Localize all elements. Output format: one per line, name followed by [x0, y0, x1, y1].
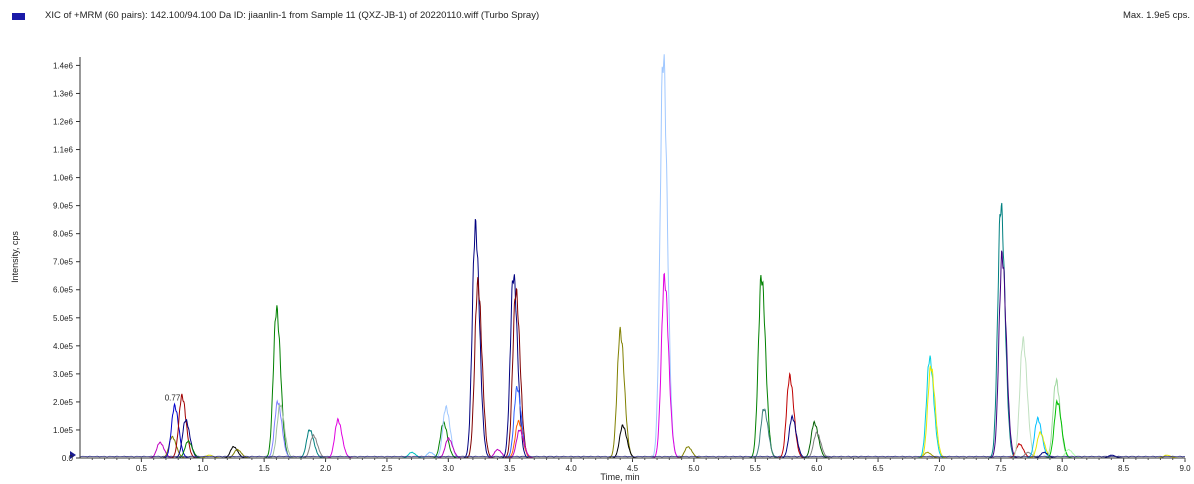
y-axis-title: Intensity, cps — [10, 231, 20, 283]
chromatogram-peak — [145, 441, 177, 459]
legend-swatch — [12, 13, 25, 20]
chromatogram-peak — [605, 326, 638, 459]
y-tick-label: 7.0e5 — [53, 258, 74, 267]
axes-layer — [70, 57, 1185, 459]
baseline-trace — [79, 455, 1186, 458]
x-tick-label: 0.5 — [136, 464, 148, 473]
chromatogram-peak — [323, 417, 355, 459]
chromatogram-peak — [261, 305, 294, 459]
chart-title: XIC of +MRM (60 pairs): 142.100/94.100 D… — [45, 10, 540, 21]
x-tick-label: 3.5 — [504, 464, 516, 473]
y-tick-label: 3.0e5 — [53, 370, 74, 379]
y-tick-label: 1.3e6 — [53, 89, 74, 98]
chromatogram-peak — [649, 272, 682, 459]
chromatogram-peak — [1041, 377, 1074, 459]
chromatogram-peak — [746, 274, 779, 459]
y-tick-label: 2.0e5 — [53, 398, 74, 407]
chromatogram-peak — [428, 420, 461, 459]
x-tick-label: 8.0 — [1057, 464, 1069, 473]
max-intensity-label: Max. 1.9e5 cps. — [1122, 10, 1190, 21]
y-tick-label: 1.2e6 — [53, 117, 74, 126]
chromatogram-peak — [167, 393, 200, 459]
x-tick-label: 6.0 — [811, 464, 823, 473]
x-tick-label: 1.0 — [197, 464, 209, 473]
y-tick-label: 4.0e5 — [53, 342, 74, 351]
y-tick-label: 6.0e5 — [53, 286, 74, 295]
x-tick-label: 5.0 — [688, 464, 700, 473]
chromatogram-peak — [774, 372, 807, 459]
x-tick-label: 9.0 — [1179, 464, 1191, 473]
annotation-layer: 0.77 — [165, 394, 181, 403]
x-axis-title: Time, min — [600, 472, 639, 482]
x-tick-label: 8.5 — [1118, 464, 1130, 473]
y-tick-label: 5.0e5 — [53, 314, 74, 323]
y-tick-label: 8.0e5 — [53, 230, 74, 239]
x-tick-label: 2.5 — [381, 464, 393, 473]
chart-header: XIC of +MRM (60 pairs): 142.100/94.100 D… — [0, 0, 1194, 48]
chromatogram-peak — [799, 420, 832, 459]
chromatogram-peak — [501, 287, 533, 459]
y-tick-label: 1.4e6 — [53, 61, 74, 70]
x-tick-label: 7.0 — [934, 464, 946, 473]
y-ticks: 0.0 1.0e5 2.0e5 3.0e5 4.0e5 5.0e5 6.0e5 7.0e5 8.… — [53, 61, 80, 463]
x-tick-label: 3.0 — [443, 464, 455, 473]
y-tick-label: 1.1e6 — [53, 146, 74, 155]
x-tick-label: 4.0 — [566, 464, 578, 473]
x-tick-label: 2.0 — [320, 464, 332, 473]
y-tick-label: 1.0e5 — [53, 426, 74, 435]
y-tick-label: 9.0e5 — [53, 202, 74, 211]
chromatogram-peak — [460, 219, 493, 459]
trace-layer — [79, 54, 1186, 459]
x-tick-label: 7.5 — [995, 464, 1007, 473]
chromatogram-peak — [648, 54, 681, 459]
x-ticks: 0.5 1.0 1.5 2.0 2.5 3.0 3.5 4.0 4.5 5.0 5.5 6.0 6.5 7… — [91, 458, 1191, 473]
chromatogram-peak — [1042, 398, 1075, 459]
chromatogram-peak — [294, 429, 327, 459]
chromatogram-peak — [265, 404, 298, 459]
y-tick-label: 1.0e6 — [53, 174, 74, 183]
y-tick-label: 0.0 — [62, 454, 74, 463]
x-tick-label: 4.5 — [627, 464, 639, 473]
x-tick-label: 1.5 — [259, 464, 271, 473]
x-tick-label: 6.5 — [872, 464, 884, 473]
chromatogram-peak — [987, 250, 1020, 459]
x-tick-label: 5.5 — [750, 464, 762, 473]
chromatogram-peak — [986, 202, 1019, 459]
chromatogram-peak — [1008, 336, 1041, 459]
start-marker-icon — [70, 451, 76, 459]
chromatogram-peak — [916, 365, 948, 459]
peak-annotation: 0.77 — [165, 394, 181, 403]
